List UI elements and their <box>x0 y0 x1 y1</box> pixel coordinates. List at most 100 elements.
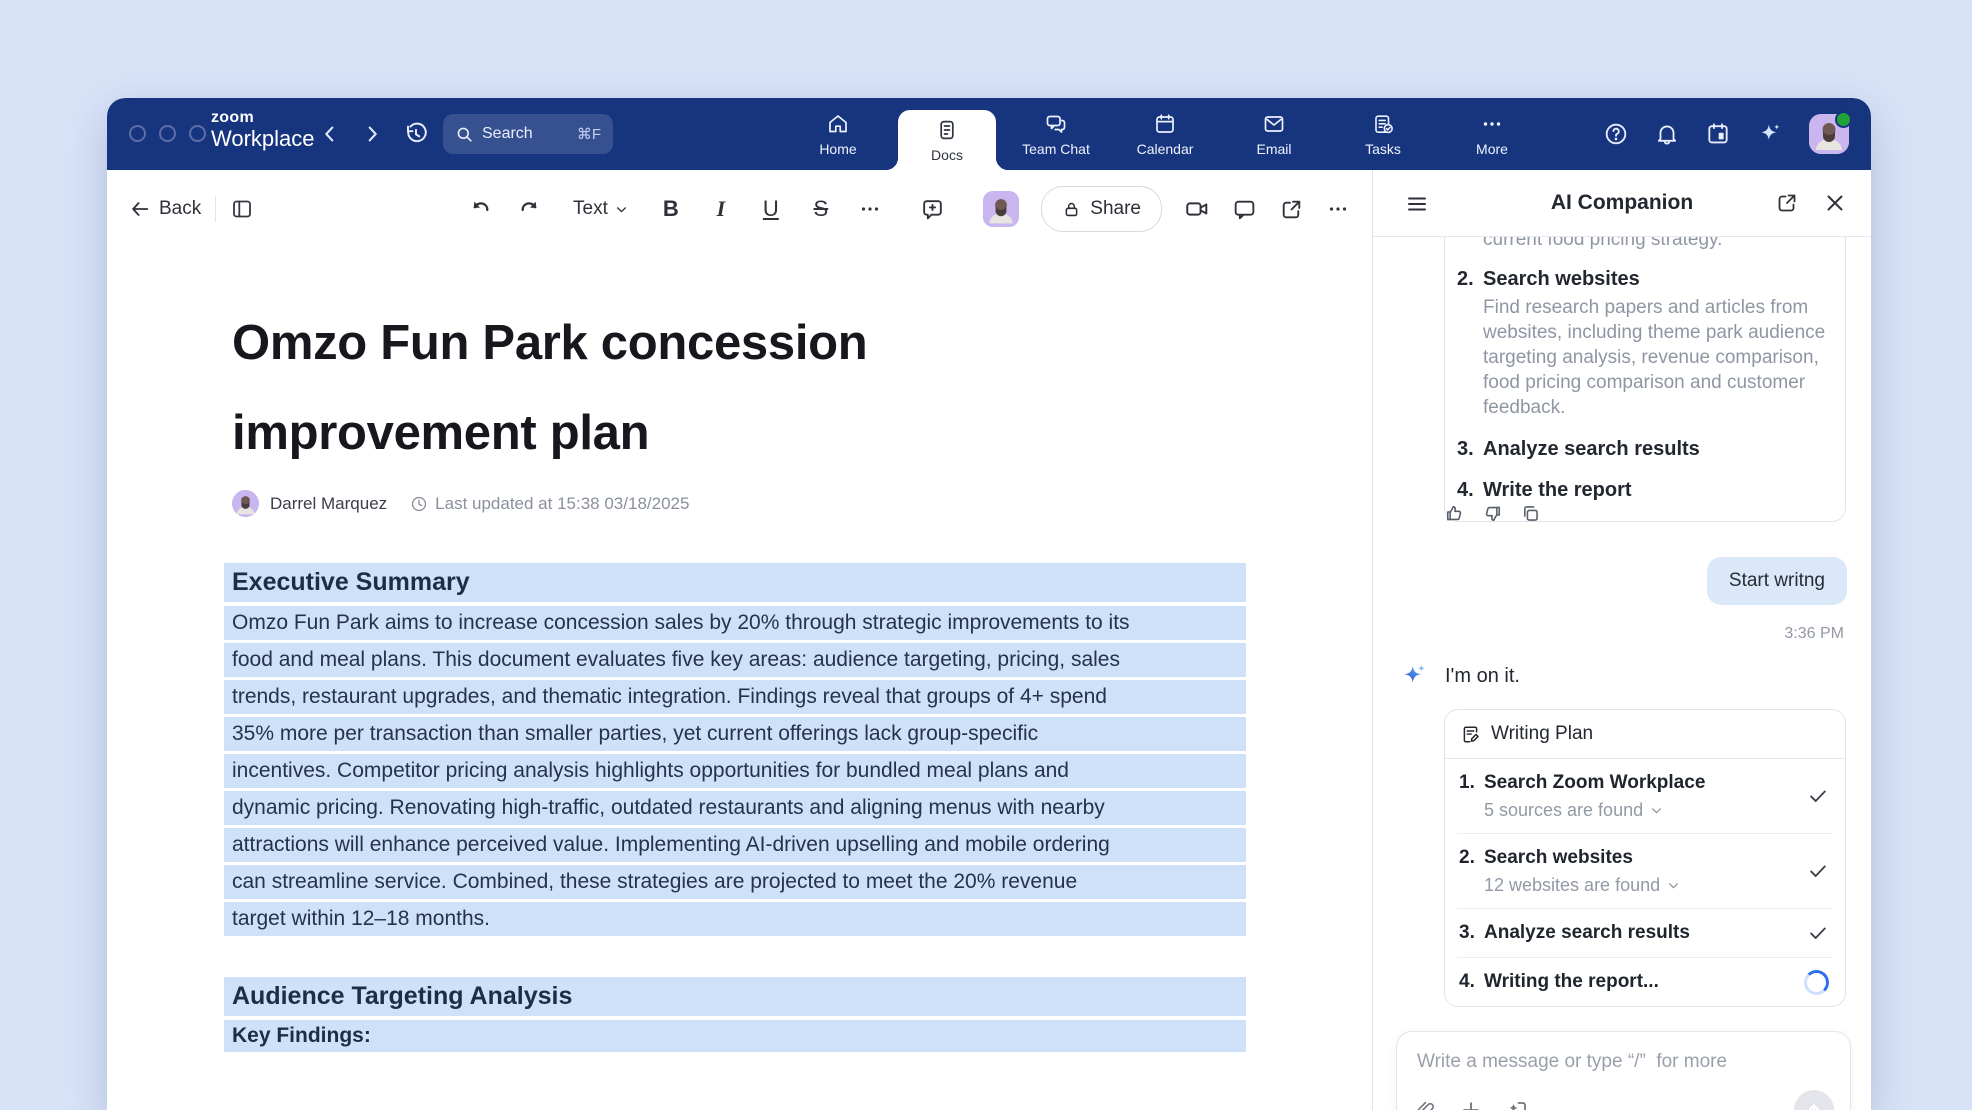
document-toolbar: Back <box>107 170 1372 248</box>
close-panel-icon[interactable] <box>1823 191 1847 215</box>
home-icon <box>826 112 850 136</box>
audience-targeting-heading: Audience Targeting Analysis <box>224 977 1246 1016</box>
writing-plan-item-3[interactable]: 3. Analyze search results <box>1457 908 1833 957</box>
plan-item-title: Writing the report... <box>1484 971 1659 992</box>
step-title: Search websites <box>1483 268 1640 290</box>
start-video-icon[interactable] <box>1184 196 1210 222</box>
step-loading-spinner <box>1803 969 1829 995</box>
exec-summary-line: food and meal plans. This document evalu… <box>224 643 1246 677</box>
doc-more-icon[interactable] <box>1326 197 1350 221</box>
text-style-dropdown[interactable]: Text <box>573 198 628 220</box>
tab-email-label: Email <box>1256 140 1292 157</box>
ai-companion-sparkle-icon[interactable] <box>1756 120 1784 148</box>
tab-calendar-label: Calendar <box>1136 140 1194 157</box>
writing-plan-item-1[interactable]: 1. Search Zoom Workplace 5 sources are f… <box>1445 759 1845 833</box>
tab-calendar[interactable]: Calendar <box>1116 98 1214 170</box>
today-panel-icon[interactable] <box>1705 121 1731 147</box>
copy-icon[interactable] <box>1520 503 1541 524</box>
add-comment-icon[interactable] <box>920 197 945 222</box>
tab-more[interactable]: More <box>1443 98 1541 170</box>
plan-item-number: 4. <box>1459 971 1475 992</box>
tab-email[interactable]: Email <box>1225 98 1323 170</box>
ai-response-card: current food pricing strategy. 2. Search… <box>1444 237 1846 522</box>
exec-summary-line: 35% more per transaction than smaller pa… <box>224 717 1246 751</box>
global-search-input[interactable]: Search ⌘F <box>443 114 613 154</box>
panel-divider[interactable] <box>1372 170 1373 1110</box>
plan-item-number: 2. <box>1459 847 1475 868</box>
redo-icon[interactable] <box>517 197 541 221</box>
thumbs-up-icon[interactable] <box>1444 503 1465 524</box>
chevron-down-icon <box>616 206 626 212</box>
plan-step-3: 3. Analyze search results <box>1457 436 1827 462</box>
step-number: 3. <box>1457 438 1474 460</box>
share-button[interactable]: Share <box>1041 186 1162 232</box>
send-button[interactable] <box>1794 1090 1834 1110</box>
tab-home[interactable]: Home <box>789 98 887 170</box>
share-label: Share <box>1090 198 1141 219</box>
clock-icon <box>412 496 427 511</box>
writing-plan-item-2[interactable]: 2. Search websites 12 websites are found <box>1457 833 1833 908</box>
message-composer[interactable] <box>1396 1031 1851 1110</box>
search-shortcut: ⌘F <box>576 126 601 143</box>
user-avatar[interactable] <box>1809 111 1852 154</box>
add-plus-icon[interactable] <box>1460 1099 1482 1110</box>
search-placeholder: Search <box>482 125 533 142</box>
underline-button[interactable]: U <box>762 196 779 221</box>
writing-plan-item-4[interactable]: 4. Writing the report... <box>1457 957 1833 1006</box>
bold-button[interactable]: B <box>662 196 679 221</box>
history-icon[interactable] <box>403 121 429 147</box>
doc-chat-icon[interactable] <box>1232 197 1257 222</box>
tab-team-chat[interactable]: Team Chat <box>1007 98 1105 170</box>
notifications-bell-icon[interactable] <box>1654 121 1680 147</box>
window-zoom-button[interactable] <box>189 125 206 142</box>
plan-step-2: 2. Search websites <box>1457 266 1827 292</box>
exec-summary-heading: Executive Summary <box>224 563 1246 602</box>
assistant-reply-text: I'm on it. <box>1445 664 1520 687</box>
step-title: Analyze search results <box>1483 438 1700 460</box>
tab-tasks[interactable]: Tasks <box>1334 98 1432 170</box>
collaborator-avatar[interactable] <box>983 191 1020 227</box>
thumbs-down-icon[interactable] <box>1482 503 1503 524</box>
back-button[interactable]: Back <box>129 198 201 220</box>
attach-file-icon[interactable] <box>1415 1099 1437 1110</box>
ai-panel-header: AI Companion <box>1373 170 1871 237</box>
zoom-workplace-window: zoom Workplace Search ⌘F <box>107 98 1871 1110</box>
tab-tasks-label: Tasks <box>1365 140 1401 157</box>
last-updated-text: Last updated at 15:38 03/18/2025 <box>435 493 690 513</box>
document-canvas[interactable]: Omzo Fun Park concession improvement pla… <box>107 248 1372 1052</box>
step-complete-check-icon <box>1803 860 1829 882</box>
ai-panel-body[interactable]: current food pricing strategy. 2. Search… <box>1373 237 1871 1110</box>
step-complete-check-icon <box>1803 785 1829 807</box>
window-close-button[interactable] <box>129 125 146 142</box>
logo-zoom-text: zoom <box>211 109 254 126</box>
pop-out-icon[interactable] <box>1775 191 1799 215</box>
writing-plan-icon <box>1460 724 1481 745</box>
tab-docs[interactable]: Docs <box>886 110 1008 170</box>
chevron-down-icon <box>1669 882 1679 888</box>
exec-summary-line: Omzo Fun Park aims to increase concessio… <box>224 606 1246 640</box>
window-controls[interactable] <box>129 125 206 142</box>
help-icon[interactable] <box>1603 121 1629 147</box>
document-body[interactable]: Executive Summary Omzo Fun Park aims to … <box>224 563 1254 1052</box>
panel-menu-icon[interactable] <box>1405 192 1429 216</box>
document-meta: Darrel Marquez Last updated at 15:38 03/… <box>232 490 1372 517</box>
undo-icon[interactable] <box>469 197 493 221</box>
toggle-sidebar-icon[interactable] <box>230 197 254 221</box>
composer-input[interactable] <box>1415 1050 1820 1074</box>
strikethrough-button[interactable]: S <box>813 196 829 221</box>
author-avatar <box>232 490 259 517</box>
ai-panel-title: AI Companion <box>1550 191 1694 214</box>
more-icon <box>1480 112 1504 136</box>
open-external-icon[interactable] <box>1279 197 1304 222</box>
nav-back-icon[interactable] <box>316 120 344 148</box>
italic-button[interactable]: I <box>716 196 726 221</box>
navbar-right-cluster <box>1603 98 1852 170</box>
window-minimize-button[interactable] <box>159 125 176 142</box>
document-title[interactable]: Omzo Fun Park concession improvement pla… <box>232 298 1372 478</box>
nav-forward-icon[interactable] <box>358 120 386 148</box>
message-timestamp: 3:36 PM <box>1784 625 1844 642</box>
insert-to-doc-icon[interactable] <box>1505 1098 1529 1110</box>
chevron-down-icon <box>1652 807 1662 813</box>
more-formatting-icon[interactable] <box>858 197 882 221</box>
back-label: Back <box>159 198 202 219</box>
